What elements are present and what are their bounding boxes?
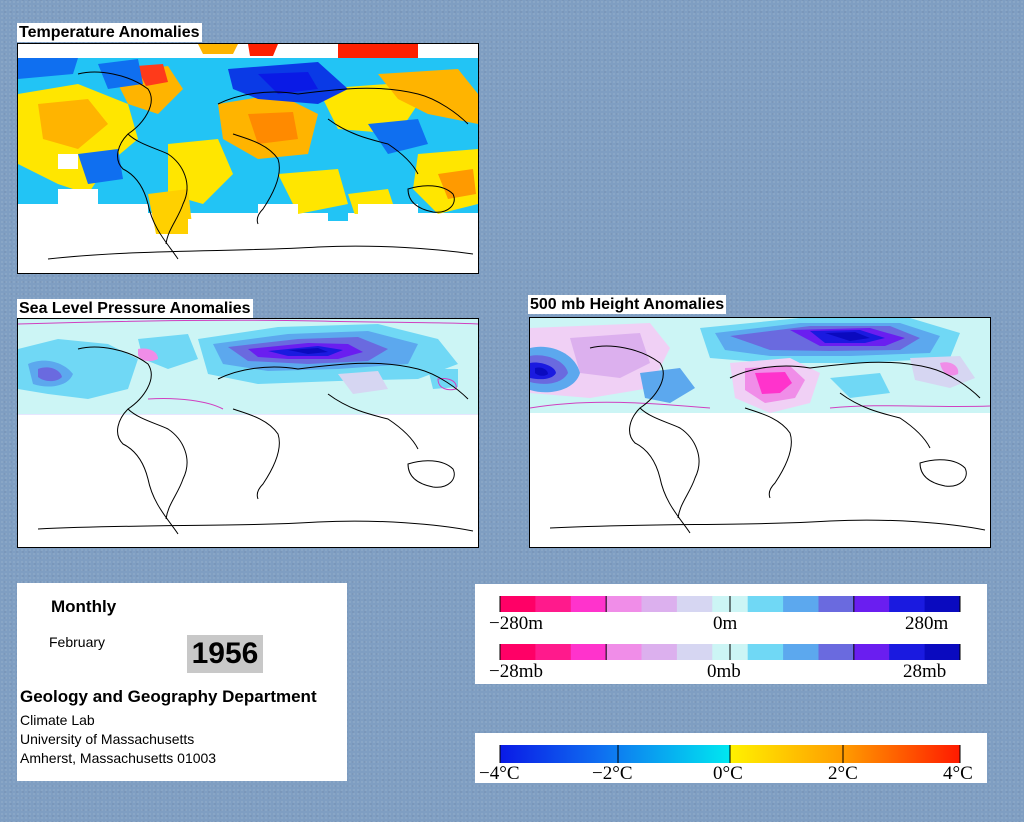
height-pressure-legend: −280m 0m 280m −28mb 0mb 28mb — [475, 584, 987, 684]
year-label: 1956 — [187, 635, 263, 673]
department-label: Geology and Geography Department — [20, 687, 317, 706]
temp-legend-l4: 2°C — [828, 763, 858, 783]
temperature-map-title: Temperature Anomalies — [17, 23, 202, 42]
ramp-swatch — [535, 644, 572, 660]
height-legend-mid: 0m — [713, 613, 738, 634]
ramp-swatch — [747, 644, 784, 660]
ramp-swatch — [924, 596, 961, 612]
ramp-swatch — [535, 596, 572, 612]
address-label: Amherst, Massachusetts 01003 — [20, 750, 217, 766]
height500-anomaly-map — [529, 317, 991, 548]
ramp-swatch — [570, 644, 607, 660]
ramp-swatch — [641, 644, 678, 660]
ramp-swatch — [818, 644, 855, 660]
ramp-swatch — [924, 644, 961, 660]
ramp-swatch — [641, 596, 678, 612]
slp-map-title: Sea Level Pressure Anomalies — [17, 299, 253, 318]
period-label: Monthly — [51, 597, 117, 616]
temp-legend-l1: −4°C — [479, 763, 520, 783]
ramp-swatch — [676, 644, 713, 660]
ramp-swatch — [606, 596, 643, 612]
temperature-legend: −4°C −2°C 0°C 2°C 4°C — [475, 733, 987, 783]
university-label: University of Massachusetts — [20, 731, 195, 747]
height-color-ramp — [499, 596, 961, 612]
pressure-legend-mid: 0mb — [707, 661, 741, 682]
ramp-swatch — [783, 596, 819, 612]
temp-legend-l2: −2°C — [592, 763, 633, 783]
ramp-swatch — [818, 596, 855, 612]
ramp-swatch — [747, 596, 784, 612]
height-legend-min: −280m — [489, 613, 543, 634]
month-label: February — [49, 634, 106, 650]
info-panel: Monthly February 1956 Geology and Geogra… — [17, 583, 347, 781]
ramp-swatch — [676, 596, 713, 612]
ramp-swatch — [853, 644, 890, 660]
ramp-swatch — [500, 596, 536, 612]
lab-label: Climate Lab — [20, 712, 95, 728]
temp-legend-l3: 0°C — [713, 763, 743, 783]
temperature-anomaly-map — [17, 43, 479, 274]
pressure-legend-max: 28mb — [903, 661, 946, 682]
ramp-swatch — [783, 644, 819, 660]
temp-legend-l5: 4°C — [943, 763, 973, 783]
pressure-legend-min: −28mb — [489, 661, 543, 682]
ramp-swatch — [606, 644, 643, 660]
ramp-swatch — [500, 644, 536, 660]
height-legend-max: 280m — [905, 613, 949, 634]
ramp-swatch — [889, 644, 926, 660]
ramp-swatch — [889, 596, 926, 612]
slp-anomaly-map — [17, 318, 479, 548]
pressure-color-ramp — [499, 644, 961, 660]
ramp-swatch — [853, 596, 890, 612]
height500-map-title: 500 mb Height Anomalies — [528, 295, 727, 314]
ramp-swatch — [570, 596, 607, 612]
